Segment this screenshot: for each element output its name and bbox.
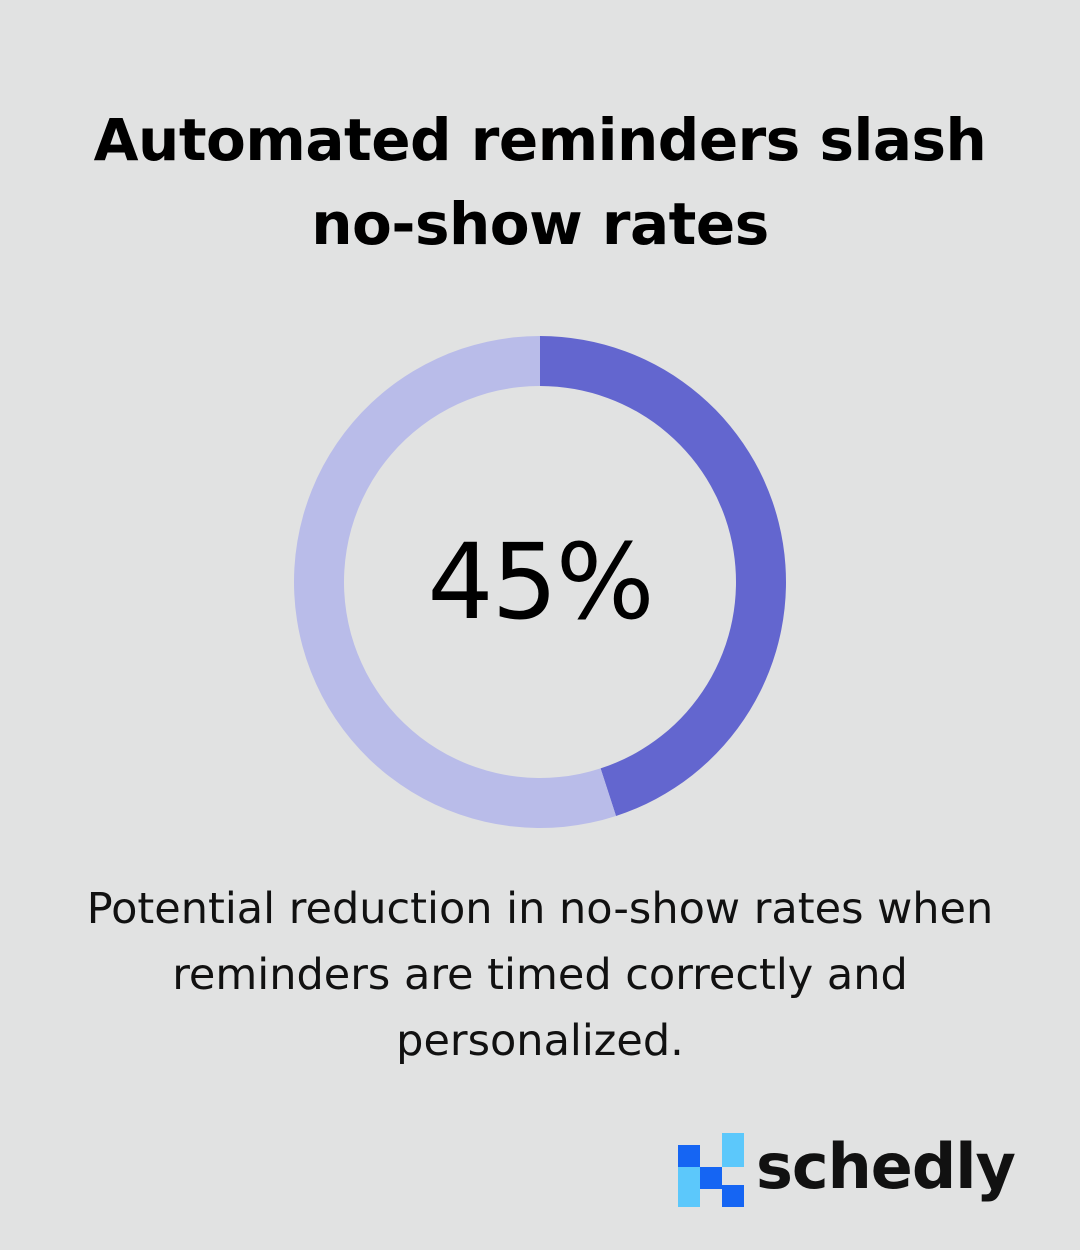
logo-square-dark (700, 1167, 722, 1189)
schedly-logo-icon (678, 1133, 744, 1207)
logo-square-dark (678, 1145, 700, 1167)
center-value-label: 45% (290, 332, 790, 832)
chart-title: Automated reminders slash no-show rates (0, 98, 1080, 266)
schedly-logo: schedly (678, 1130, 1015, 1210)
caption-line-1: Potential reduction in no-show rates whe… (60, 876, 1020, 942)
title-line-2: no-show rates (0, 182, 1080, 266)
logo-square-light (678, 1167, 700, 1207)
chart-caption: Potential reduction in no-show rates whe… (60, 876, 1020, 1074)
caption-line-3: personalized. (60, 1008, 1020, 1074)
logo-wordmark: schedly (756, 1136, 1015, 1198)
logo-square-dark (722, 1185, 744, 1207)
caption-line-2: reminders are timed correctly and (60, 942, 1020, 1008)
title-line-1: Automated reminders slash (0, 98, 1080, 182)
logo-square-light (722, 1133, 744, 1167)
